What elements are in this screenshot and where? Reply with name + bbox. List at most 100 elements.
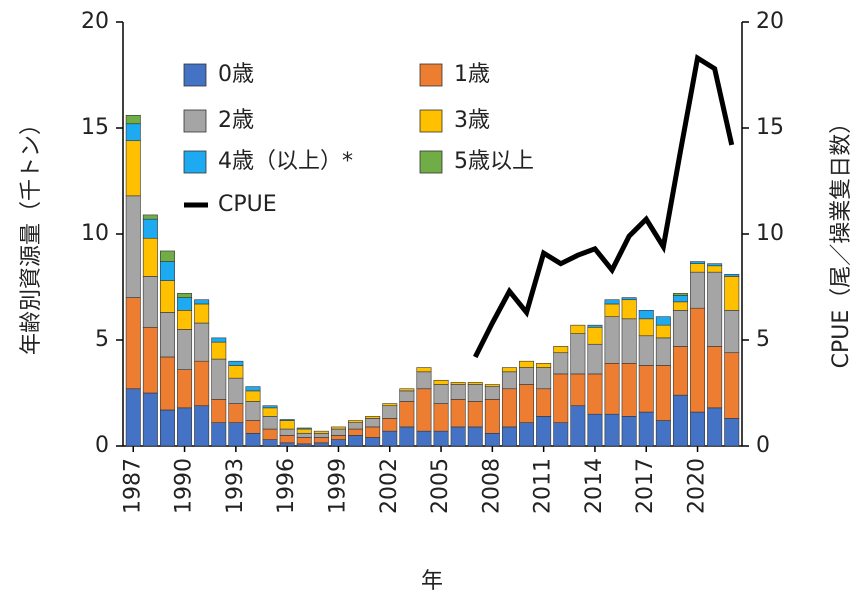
bar-segment [177, 407, 193, 447]
bar-segment [501, 426, 517, 447]
bar-segment [467, 382, 483, 385]
bar-segment [159, 280, 175, 313]
bar-segment [638, 310, 654, 320]
bar-segment [519, 422, 535, 447]
x-tick-label: 2005 [428, 458, 453, 514]
bar-segment [330, 439, 346, 447]
bar-segment [484, 432, 500, 447]
bar-segment [279, 442, 295, 447]
bar-segment [262, 405, 278, 409]
bar-segment [604, 316, 620, 364]
bar-segment [245, 386, 261, 392]
cpue-line [473, 53, 735, 359]
bar-segment [690, 307, 706, 413]
bar-segment [655, 324, 671, 339]
bar-segment [467, 401, 483, 428]
bar-segment [125, 140, 141, 197]
x-tick-label: 1993 [223, 458, 248, 514]
bar-segment [553, 346, 569, 354]
bar-segment [177, 329, 193, 370]
bar-segment [228, 422, 244, 447]
bar-segment [365, 437, 381, 447]
bar-segment [211, 399, 227, 423]
bar-segment [570, 324, 586, 334]
bar-segment [621, 299, 637, 320]
bar-segment [655, 316, 671, 326]
x-tick-label: 1987 [120, 458, 145, 514]
x-tick-label: 2011 [531, 458, 556, 514]
bar-segment [313, 442, 329, 447]
bar-segment [587, 373, 603, 415]
y2-tick-label: 20 [756, 9, 784, 34]
x-tick-label: 1999 [325, 458, 350, 514]
bar-segment [536, 367, 552, 390]
x-tick-label: 2002 [377, 458, 402, 514]
bar-segment [690, 271, 706, 309]
bar-segment [159, 312, 175, 358]
bar-segment [707, 271, 723, 347]
bar-segment [296, 428, 312, 434]
bar-segment [125, 297, 141, 390]
bar-segment [194, 299, 210, 305]
y2-axis-label: CPUE（尾／操業隻日数） [829, 112, 854, 369]
y2-tick-label: 5 [756, 327, 770, 352]
bar-segment [553, 352, 569, 375]
bar-segment [433, 430, 449, 447]
bar-segment [348, 420, 364, 423]
bar-segment [296, 443, 312, 447]
bar-segment [672, 293, 688, 296]
bar-segment [262, 416, 278, 430]
bar-segment [399, 426, 415, 447]
bar-segment [621, 297, 637, 301]
y-axis-label: 年齢別資源量（千トン） [19, 113, 44, 355]
bar-segment [382, 430, 398, 447]
bar-segment [382, 418, 398, 432]
bar-segment [177, 293, 193, 298]
bar-segment [501, 367, 517, 373]
bar-segment [211, 358, 227, 400]
bar-segment [672, 346, 688, 396]
bar-segment [399, 401, 415, 428]
bar-segment [348, 422, 364, 430]
bar-segment [262, 428, 278, 440]
x-tick-label: 2014 [582, 458, 607, 514]
bar-segment [638, 335, 654, 366]
bar-segment [125, 114, 141, 125]
bar-segment [194, 303, 210, 324]
bar-segment [142, 392, 158, 447]
bar-segment [570, 405, 586, 447]
bar-segment [330, 435, 346, 440]
bar-segment [450, 426, 466, 447]
bar-segment [690, 261, 706, 264]
legend-label: 2歳 [218, 108, 254, 133]
bar-segment [638, 365, 654, 413]
bar-segment [433, 379, 449, 385]
bar-segment [279, 420, 295, 430]
bar-segment [365, 416, 381, 419]
bar-segment [672, 295, 688, 303]
bar-segment [690, 263, 706, 273]
bar-segment [724, 418, 740, 447]
legend-swatch [183, 63, 207, 87]
x-axis-label: 年 [421, 569, 443, 594]
legend-label: CPUE [218, 192, 277, 217]
bar-segment [365, 426, 381, 438]
bar-segment [587, 326, 603, 345]
bar-segment [450, 382, 466, 385]
bar-segment [262, 439, 278, 447]
bar-segment [621, 363, 637, 417]
bar-segment [228, 403, 244, 423]
bar-segment [177, 297, 193, 311]
bar-segment [690, 411, 706, 447]
bar-segment [587, 324, 603, 328]
bar-segment [142, 237, 158, 277]
bar-segment [672, 394, 688, 447]
bar-segment [604, 413, 620, 447]
bar-segment [245, 401, 261, 421]
bar-segment [519, 367, 535, 385]
bar-segment [296, 432, 312, 438]
bar-segment [638, 318, 654, 337]
bar-segment [484, 386, 500, 400]
bar-segment [194, 360, 210, 407]
